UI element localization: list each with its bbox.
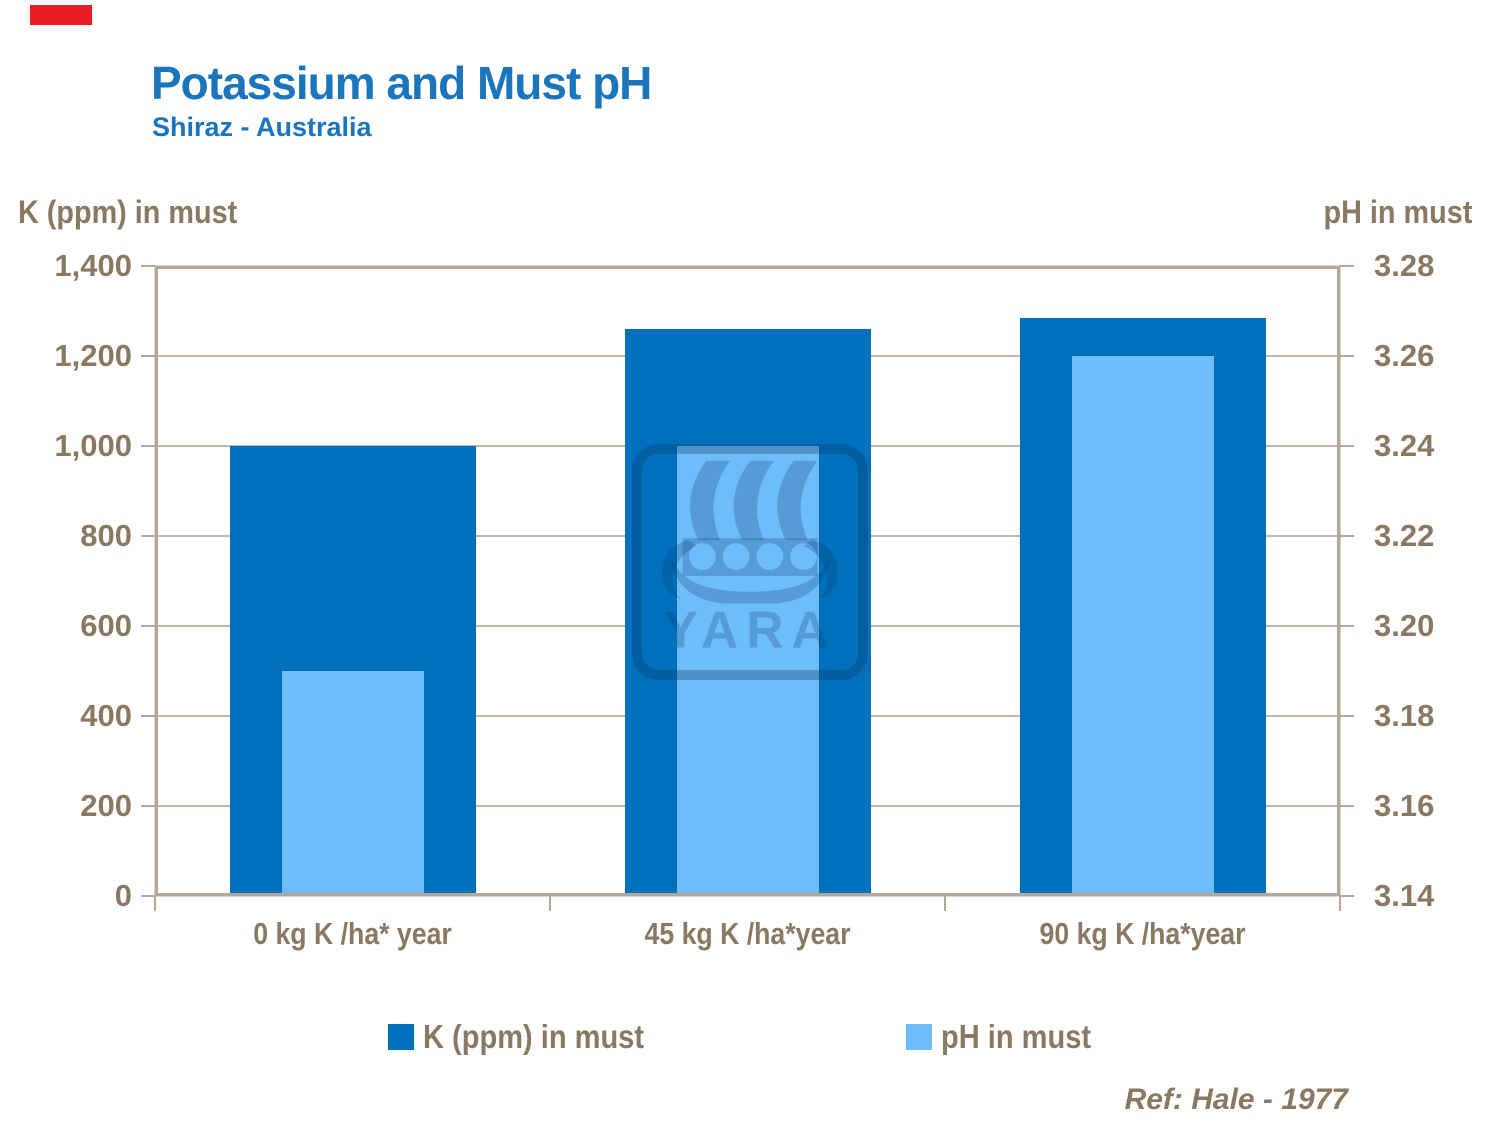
- y-tick-label-right: 3.18: [1374, 698, 1435, 733]
- y-tick-label-left: 600: [80, 608, 132, 643]
- tick-mark: [141, 535, 155, 537]
- legend-label-k: K (ppm) in must: [423, 1018, 645, 1055]
- y-tick-label-right: 3.22: [1374, 518, 1435, 553]
- tick-mark: [1340, 715, 1354, 717]
- tick-mark: [1340, 535, 1354, 537]
- tick-mark: [1340, 355, 1354, 357]
- y-tick-label-right: 3.16: [1374, 788, 1435, 823]
- tick-mark: [1339, 896, 1341, 911]
- reference-note: Ref: Hale - 1977: [1124, 1083, 1348, 1116]
- y-tick-label-left: 1,400: [54, 248, 132, 283]
- tick-mark: [1340, 445, 1354, 447]
- y-tick-label-left: 200: [80, 788, 132, 823]
- y-tick-label-right: 3.26: [1374, 338, 1435, 373]
- tick-mark: [1340, 265, 1354, 267]
- y-tick-label-left: 0: [114, 878, 132, 913]
- y-tick-label-left: 800: [80, 518, 132, 553]
- y-tick-label-right: 3.24: [1374, 428, 1435, 463]
- tick-mark: [549, 896, 551, 911]
- legend-item-ph: pH in must: [906, 1018, 1112, 1056]
- y-tick-label-right: 3.28: [1374, 248, 1435, 283]
- bar-ph: [1071, 356, 1214, 896]
- y-tick-label-left: 1,000: [54, 428, 132, 463]
- left-axis-title: K (ppm) in must: [18, 194, 238, 230]
- legend-swatch-ph-icon: [906, 1024, 933, 1050]
- tick-mark: [944, 896, 946, 911]
- tick-mark: [1340, 895, 1354, 897]
- chart-subtitle: Shiraz - Australia: [152, 112, 372, 142]
- x-axis-label: 90 kg K /ha*year: [1039, 916, 1246, 951]
- tick-mark: [141, 445, 155, 447]
- chart-title: Potassium and Must pH: [151, 57, 652, 109]
- tick-mark: [1340, 805, 1354, 807]
- tick-mark: [141, 715, 155, 717]
- tick-mark: [141, 355, 155, 357]
- y-tick-label-right: 3.14: [1374, 878, 1435, 913]
- x-axis-label: 0 kg K /ha* year: [253, 916, 452, 951]
- y-tick-label-left: 1,200: [54, 338, 132, 373]
- tick-mark: [154, 896, 156, 911]
- tick-mark: [141, 625, 155, 627]
- legend-swatch-k-icon: [388, 1024, 415, 1050]
- tick-mark: [141, 895, 155, 897]
- tick-mark: [1340, 625, 1354, 627]
- legend-item-k: K (ppm) in must: [388, 1018, 674, 1056]
- bar-ph: [281, 671, 424, 896]
- tick-mark: [141, 805, 155, 807]
- legend: K (ppm) in must pH in must: [0, 1018, 1500, 1056]
- tick-mark: [141, 265, 155, 267]
- y-tick-label-right: 3.20: [1374, 608, 1435, 643]
- x-axis-label: 45 kg K /ha*year: [644, 916, 851, 951]
- legend-label-ph: pH in must: [941, 1018, 1092, 1055]
- red-annotation-marker: [30, 5, 92, 25]
- right-axis-title: pH in must: [1323, 194, 1472, 230]
- y-tick-label-left: 400: [80, 698, 132, 733]
- bar-ph: [676, 446, 819, 896]
